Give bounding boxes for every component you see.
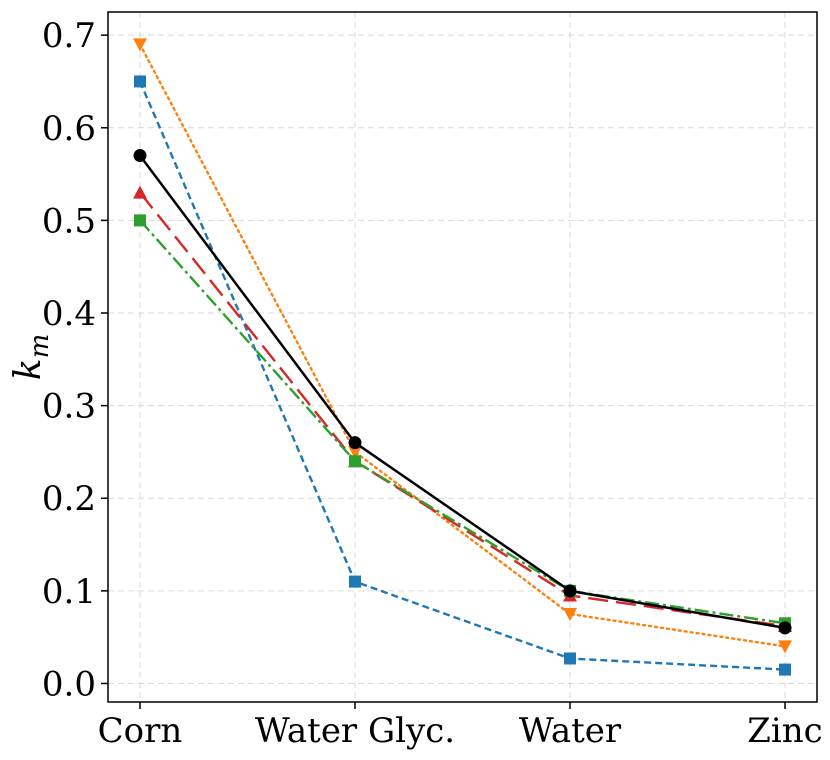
x-tick-label: Corn [98,711,183,751]
series-red-longdash-triangle-up [133,185,792,633]
data-point [564,652,576,665]
series-line [139,219,786,625]
series-line [138,154,786,630]
x-tick-label: Water Glyc. [255,711,455,751]
data-point [349,455,361,468]
data-point [779,663,791,676]
series-layer [133,38,792,676]
data-point [778,640,792,654]
data-point [349,575,361,588]
series-black-solid-circle [133,149,792,635]
series-line [139,191,786,628]
data-point [134,75,146,88]
series-orange-dotted-triangle-down [133,38,792,654]
y-axis-label-sub: m [25,334,55,359]
data-point [133,38,147,52]
data-point [133,149,147,163]
series-line [138,81,786,671]
data-point [563,584,577,598]
y-axis-label: km [8,334,55,380]
series-green-dashdot-square [134,214,791,630]
data-point [563,608,577,622]
x-tick-label: Zinc [747,711,822,751]
data-point [133,185,147,199]
y-tick-label: 0.3 [42,387,96,427]
y-axis-label-main: k [8,358,49,380]
series-blue-dashed-square [134,75,791,676]
plot-frame [107,11,818,703]
y-tick-label: 0.4 [42,294,96,334]
series-line [138,43,787,648]
grid [108,12,817,702]
data-point [348,436,362,450]
y-tick-label: 0.1 [42,572,96,612]
y-tick-label: 0.7 [42,16,96,56]
y-tick-label: 0.6 [42,109,96,149]
axes: 0.0 0.1 0.2 0.3 0.4 0.5 0.6 0.7 Corn Water Glyc. W… [42,16,823,751]
y-tick-label: 0.0 [42,664,96,704]
y-tick-label: 0.2 [42,479,96,519]
data-point [778,621,792,635]
x-tick-label: Water [519,711,622,751]
data-point [348,445,362,459]
data-point [134,214,146,227]
y-tick-label: 0.5 [42,201,96,241]
